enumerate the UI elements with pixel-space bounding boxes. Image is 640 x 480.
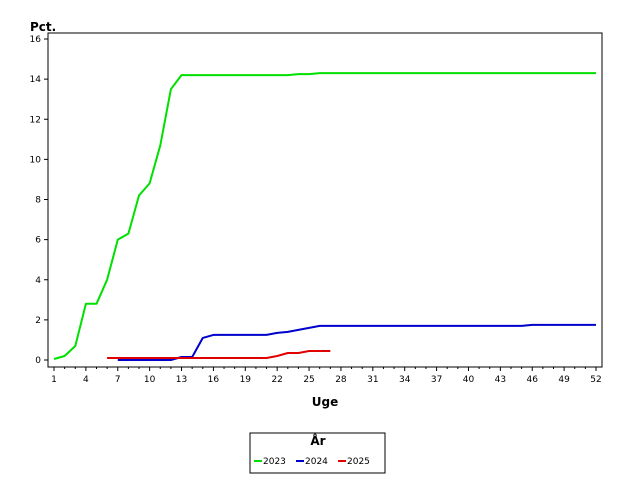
series-line-2023 [53, 72, 596, 360]
x-tick-label: 31 [367, 375, 378, 385]
series-line-2024 [117, 323, 596, 361]
y-tick-label: 4 [35, 276, 41, 286]
legend-box [249, 432, 386, 474]
y-tick-label: 10 [30, 155, 42, 165]
legend-label-2023: 2023 [263, 457, 286, 467]
x-tick-label: 52 [590, 375, 601, 385]
y-axis-title: Pct. [30, 20, 56, 34]
x-tick-label: 19 [240, 375, 252, 385]
y-tick-label: 8 [35, 196, 41, 206]
x-tick-label: 46 [527, 375, 539, 385]
x-axis-title: Uge [312, 395, 338, 409]
y-tick-label: 2 [35, 316, 41, 326]
x-tick-label: 4 [83, 375, 89, 385]
x-tick-label: 43 [495, 375, 506, 385]
y-tick-label: 12 [30, 115, 41, 125]
y-tick-label: 6 [35, 236, 41, 246]
x-tick-label: 1 [51, 375, 57, 385]
x-tick-label: 40 [463, 375, 475, 385]
series-layer [53, 72, 596, 361]
x-tick-label: 34 [399, 375, 411, 385]
x-tick-label: 16 [208, 375, 220, 385]
y-tick-label: 14 [30, 75, 42, 85]
x-axis-ticks: 1 4 7 10 13 16 19 22 25 28 31 34 37 40 43 46 49 52 [51, 367, 602, 385]
y-tick-label: 16 [30, 35, 42, 45]
y-axis-ticks: 0 2 4 6 8 10 12 14 16 [30, 35, 48, 366]
legend: År 2023 2024 2025 [249, 432, 386, 474]
x-tick-label: 7 [115, 375, 121, 385]
series-line-2025 [107, 350, 331, 359]
x-tick-label: 13 [176, 375, 187, 385]
legend-items: 2023 2024 2025 [254, 457, 370, 467]
legend-label-2024: 2024 [305, 457, 328, 467]
x-tick-label: 28 [335, 375, 347, 385]
x-tick-label: 25 [303, 375, 314, 385]
x-tick-label: 22 [271, 375, 282, 385]
x-tick-label: 37 [431, 375, 442, 385]
legend-title: År [310, 433, 325, 448]
legend-label-2025: 2025 [347, 457, 370, 467]
y-tick-label: 0 [35, 356, 41, 366]
x-tick-label: 49 [558, 375, 570, 385]
x-tick-label: 10 [144, 375, 156, 385]
